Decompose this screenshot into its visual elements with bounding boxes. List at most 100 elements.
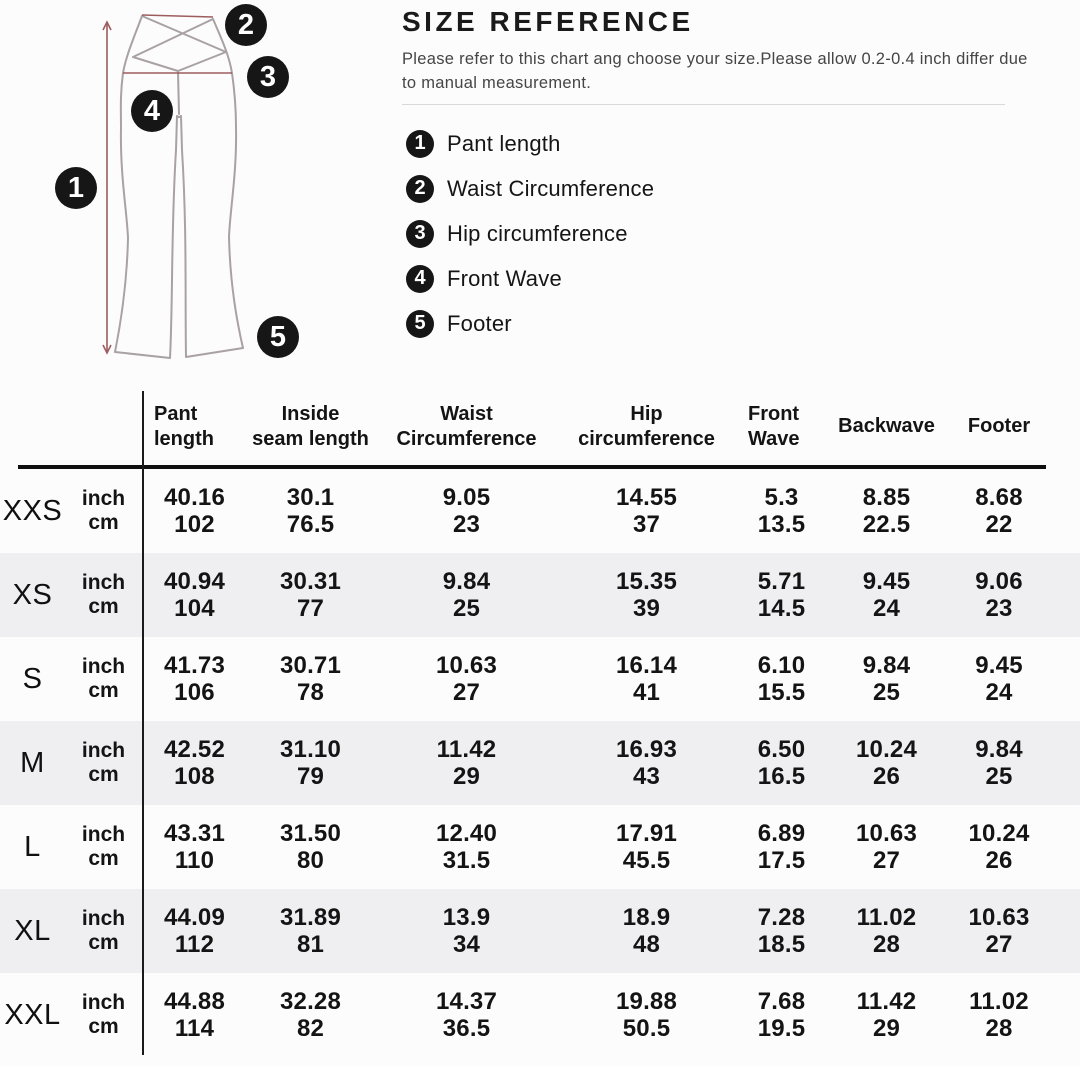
inch-value: 9.45 (862, 568, 911, 595)
column-header-line: circumference (578, 427, 715, 450)
inch-value: 41.73 (163, 652, 226, 679)
divider-line (402, 104, 1005, 105)
inch-value: 10.24 (855, 736, 918, 763)
cm-value: 43 (632, 763, 661, 790)
cell-waist-circumference: 14.37 36.5 (374, 988, 559, 1042)
cm-value: 27 (872, 847, 901, 874)
size-row-xs: XS inch cm 40.94 104 30.31 77 9.84 25 15.35 39 5.71… (0, 553, 1080, 637)
cm-value: 16.5 (757, 763, 806, 790)
column-header-line: Hip (630, 402, 663, 425)
cm-value: 22.5 (862, 511, 911, 538)
inch-value: 44.09 (163, 904, 226, 931)
inch-value: 9.84 (862, 652, 911, 679)
inch-value: 31.10 (279, 736, 342, 763)
inch-value: 9.84 (975, 736, 1023, 763)
inch-value: 10.63 (855, 820, 918, 847)
inch-value: 11.02 (969, 988, 1029, 1015)
cm-value: 28 (985, 1015, 1013, 1042)
cell-pant-length: 41.73 106 (142, 652, 247, 706)
legend-number-badge: 5 (406, 309, 434, 338)
cell-front-wave: 7.68 19.5 (734, 988, 829, 1042)
cell-inside-seam-length: 31.89 81 (247, 904, 374, 958)
cell-backwave: 11.42 29 (829, 988, 944, 1042)
cell-hip-circumference: 18.9 48 (559, 904, 734, 958)
unit-label: cm (88, 679, 119, 702)
inch-value: 6.10 (757, 652, 806, 679)
inch-value: 18.9 (622, 904, 671, 931)
measure-point-badge-5: 5 (257, 316, 299, 358)
cm-value: 34 (452, 931, 481, 958)
table-body: XXS inch cm 40.16 102 30.1 76.5 9.05 23 14.55 37 5.… (0, 469, 1080, 1057)
legend-label: Waist Circumference (447, 175, 655, 201)
measure-point-badge-1: 1 (55, 167, 97, 209)
cm-value: 110 (174, 847, 215, 874)
inch-value: 30.1 (286, 484, 335, 511)
cm-value: 23 (452, 511, 481, 538)
inch-value: 32.28 (279, 988, 342, 1015)
cell-footer: 11.02 28 (944, 988, 1054, 1042)
cm-value: 27 (985, 931, 1013, 958)
cell-footer: 10.63 27 (944, 904, 1054, 958)
inch-value: 8.68 (975, 484, 1023, 511)
cm-value: 82 (296, 1015, 325, 1042)
cm-value: 15.5 (757, 679, 806, 706)
waist-measure-line (141, 14, 214, 18)
cm-value: 28 (872, 931, 901, 958)
cm-value: 29 (452, 763, 481, 790)
inch-value: 31.89 (279, 904, 342, 931)
legend-number-badge: 4 (406, 264, 434, 293)
cm-value: 31.5 (442, 847, 491, 874)
column-header-backwave: Backwave (829, 414, 944, 439)
legend-item: 2 Waist Circumference (406, 166, 654, 211)
cm-value: 77 (296, 595, 325, 622)
column-header-hip-circumference: Hip circumference (559, 402, 734, 452)
cell-front-wave: 7.28 18.5 (734, 904, 829, 958)
unit-label: inch (81, 991, 126, 1014)
column-header-waist-circumference: Waist Circumference (374, 402, 559, 452)
cm-value: 50.5 (622, 1015, 671, 1042)
cell-inside-seam-length: 30.71 78 (247, 652, 374, 706)
inch-value: 13.9 (442, 904, 491, 931)
cell-footer: 9.84 25 (944, 736, 1054, 790)
cm-value: 29 (872, 1015, 901, 1042)
column-header-front-wave: Front Wave (734, 402, 829, 452)
inch-value: 40.94 (163, 568, 226, 595)
inch-value: 42.52 (163, 736, 226, 763)
page-title: SIZE REFERENCE (402, 6, 694, 37)
cell-front-wave: 6.10 15.5 (734, 652, 829, 706)
cell-waist-circumference: 10.63 27 (374, 652, 559, 706)
cm-value: 76.5 (286, 511, 335, 538)
cell-pant-length: 42.52 108 (142, 736, 247, 790)
page-subtitle: Please refer to this chart ang choose yo… (402, 50, 1028, 92)
column-header-line: Pant (154, 402, 198, 425)
cell-waist-circumference: 13.9 34 (374, 904, 559, 958)
inch-value: 44.88 (163, 988, 226, 1015)
cm-value: 108 (174, 763, 215, 790)
cm-value: 25 (985, 763, 1013, 790)
unit-label: inch (81, 571, 126, 594)
column-header-inside-seam-length: Inside seam length (247, 402, 374, 452)
size-label: XXL (4, 998, 61, 1031)
cell-front-wave: 5.3 13.5 (734, 484, 829, 538)
cell-inside-seam-length: 30.31 77 (247, 568, 374, 622)
legend-number-badge: 1 (406, 129, 434, 158)
inch-value: 17.91 (615, 820, 678, 847)
legend-number-badge: 3 (406, 219, 434, 248)
cm-value: 80 (296, 847, 325, 874)
legend-label: Pant length (447, 130, 561, 156)
size-label: M (20, 746, 45, 779)
legend-item: 1 Pant length (406, 121, 654, 166)
legend-item: 4 Front Wave (406, 256, 654, 301)
unit-label: cm (88, 511, 119, 534)
column-header-line: Footer (967, 415, 1031, 437)
column-header-pant-length: Pant length (142, 402, 247, 452)
size-label: XL (14, 914, 51, 947)
cell-hip-circumference: 19.88 50.5 (559, 988, 734, 1042)
cell-backwave: 9.84 25 (829, 652, 944, 706)
unit-labels: inch cm (65, 655, 142, 703)
cm-value: 48 (632, 931, 661, 958)
cell-waist-circumference: 11.42 29 (374, 736, 559, 790)
cm-value: 23 (985, 595, 1013, 622)
